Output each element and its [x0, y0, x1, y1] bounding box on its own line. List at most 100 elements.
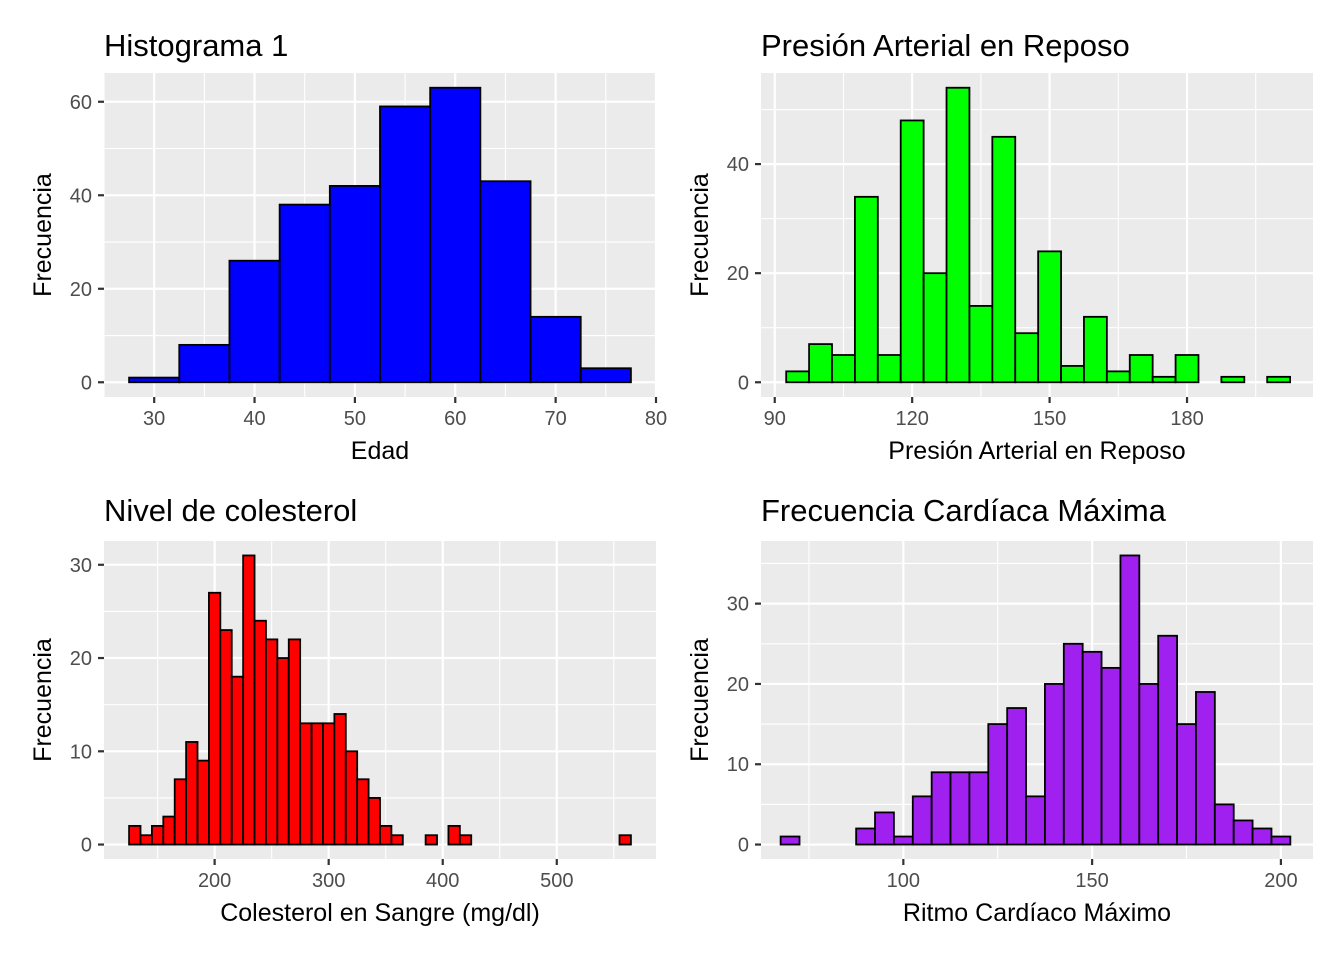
- histogram-bar: [139, 834, 153, 846]
- histogram-bar: [991, 135, 1017, 384]
- y-tick-label: 40: [727, 154, 749, 176]
- histogram-bar: [968, 305, 994, 384]
- histogram-bar: [1270, 835, 1292, 846]
- x-tick-label: 80: [645, 408, 667, 430]
- y-tick-label: 0: [81, 372, 92, 394]
- histogram-bar: [479, 180, 532, 384]
- y-tick-label: 10: [727, 754, 749, 776]
- histogram-bar: [1119, 554, 1141, 846]
- x-tick-label: 400: [426, 870, 459, 892]
- histogram-bar: [579, 367, 632, 384]
- histogram-bar: [1083, 315, 1108, 384]
- histogram-bar: [128, 376, 181, 384]
- histogram-bar: [287, 638, 302, 846]
- panel-title: Nivel de colesterol: [104, 493, 357, 528]
- histogram-bar: [922, 272, 948, 384]
- x-tick-label: 100: [887, 870, 920, 892]
- histogram-bar: [228, 259, 281, 384]
- panel-title: Histograma 1: [104, 28, 288, 63]
- histogram-bar: [785, 370, 810, 384]
- panel-title: Presión Arterial en Reposo: [761, 28, 1130, 63]
- histogram-bar: [1062, 642, 1084, 846]
- x-tick-label: 40: [243, 408, 265, 430]
- y-tick-label: 10: [70, 741, 92, 763]
- histogram-bar: [253, 619, 267, 846]
- histogram-bar: [855, 827, 876, 846]
- histogram-bar: [893, 835, 914, 846]
- histogram-bar: [278, 203, 331, 384]
- x-axis-title: Colesterol en Sangre (mg/dl): [220, 899, 540, 927]
- y-axis-title: Frecuencia: [686, 638, 714, 762]
- histogram-bar: [831, 354, 856, 384]
- y-tick-label: 30: [70, 555, 92, 577]
- histogram-bar: [911, 795, 933, 846]
- histogram-bar: [424, 834, 438, 846]
- x-tick-label: 60: [444, 408, 466, 430]
- histogram-bar: [1220, 375, 1246, 384]
- x-tick-label: 70: [545, 408, 567, 430]
- histogram-panel: 100 150 200 0 10 20 30 Frecuencia Cardíaca Máxi…: [686, 493, 1313, 927]
- histogram-bar: [367, 797, 381, 846]
- histogram-bar: [333, 713, 347, 846]
- y-tick-label: 0: [738, 835, 749, 857]
- y-tick-label: 20: [727, 674, 749, 696]
- histogram-bar: [1251, 827, 1273, 846]
- histogram-bar: [322, 722, 336, 846]
- histogram-bar: [1232, 819, 1254, 846]
- histogram-bar: [968, 771, 990, 846]
- histogram-bar: [178, 343, 231, 384]
- y-tick-label: 20: [727, 263, 749, 285]
- y-tick-label: 20: [70, 279, 92, 301]
- x-axis-title: Presión Arterial en Reposo: [888, 437, 1185, 465]
- histogram-bar: [447, 824, 461, 846]
- histogram-bar: [1213, 803, 1235, 846]
- x-tick-label: 500: [540, 870, 573, 892]
- histogram-bar: [1138, 683, 1160, 846]
- y-tick-label: 60: [70, 92, 92, 114]
- histogram-bar: [1151, 375, 1177, 384]
- histogram-panel: 90 120 150 180 0 20 40 Presión Arterial en Repo…: [686, 28, 1313, 465]
- histogram-bar: [1014, 332, 1040, 384]
- x-tick-label: 180: [1170, 408, 1203, 430]
- histogram-panel: 200 300 400 500 0 10 20 30 Nivel de colesterol Co…: [29, 493, 656, 927]
- histogram-bar: [379, 105, 432, 384]
- histogram-bar: [429, 86, 482, 384]
- histogram-bar: [876, 354, 902, 384]
- x-tick-label: 200: [198, 870, 231, 892]
- histogram-bar: [390, 834, 404, 846]
- histogram-bar: [299, 722, 313, 846]
- histogram-bar: [265, 638, 279, 846]
- histogram-bar: [173, 778, 188, 846]
- histogram-bar: [208, 591, 222, 846]
- histogram-bar: [1044, 683, 1065, 846]
- histogram-bar: [899, 119, 925, 384]
- y-axis-title: Frecuencia: [29, 638, 57, 762]
- histogram-bar: [230, 675, 245, 846]
- histogram-bar: [529, 315, 582, 384]
- y-tick-label: 40: [70, 185, 92, 207]
- x-tick-label: 90: [764, 408, 786, 430]
- histogram-bar: [1128, 354, 1154, 384]
- histogram-bar: [1025, 795, 1046, 846]
- histogram-bar: [219, 629, 233, 846]
- histogram-bar: [276, 657, 290, 846]
- histogram-bar: [1105, 370, 1131, 384]
- histogram-bar: [1174, 354, 1200, 384]
- histogram-bar: [379, 824, 393, 846]
- histogram-bar: [1037, 250, 1062, 384]
- x-tick-label: 120: [895, 408, 928, 430]
- histogram-bar: [1195, 691, 1216, 846]
- histogram-bar: [328, 185, 381, 384]
- histogram-bar: [1060, 365, 1085, 384]
- histogram-bar: [987, 723, 1009, 846]
- x-tick-label: 150: [1075, 870, 1108, 892]
- histogram-bar: [1176, 723, 1197, 846]
- x-tick-label: 150: [1033, 408, 1066, 430]
- histogram-bar: [151, 824, 165, 846]
- histogram-bar: [1100, 666, 1122, 846]
- x-tick-label: 300: [312, 870, 345, 892]
- y-tick-label: 0: [738, 372, 749, 394]
- x-tick-label: 200: [1264, 870, 1297, 892]
- histogram-bar: [945, 86, 971, 384]
